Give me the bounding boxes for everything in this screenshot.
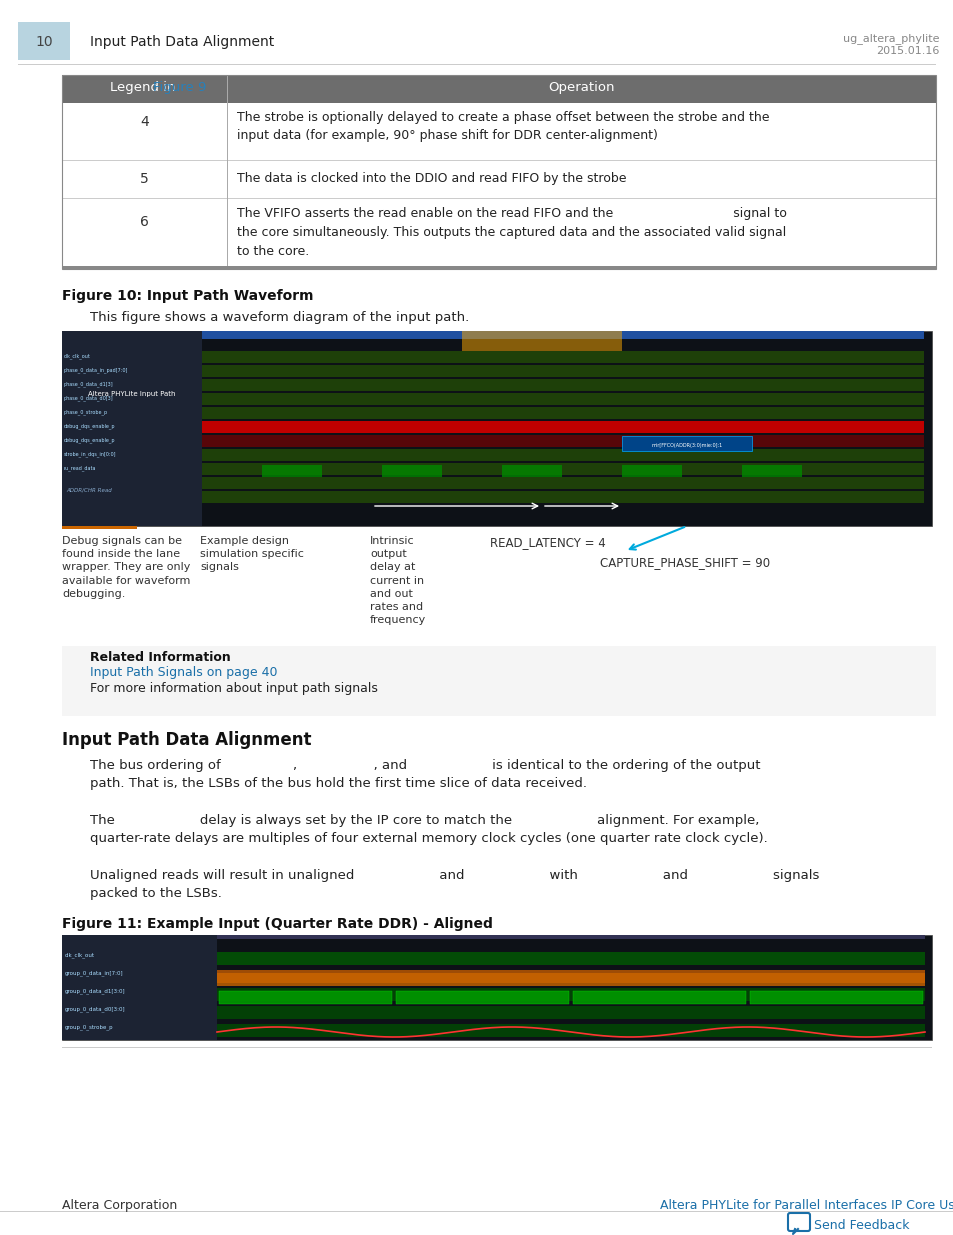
Text: The strobe is optionally delayed to create a phase offset between the strobe and: The strobe is optionally delayed to crea… (236, 111, 769, 142)
Text: For more information about input path signals: For more information about input path si… (90, 682, 377, 695)
Text: 6: 6 (140, 215, 149, 228)
Text: group_0_data_in[7:0]: group_0_data_in[7:0] (65, 969, 124, 976)
Bar (216, 1024, 924, 1037)
Bar (202, 351, 923, 363)
Bar (202, 379, 923, 391)
Text: group_0_data_d0[3:0]: group_0_data_d0[3:0] (65, 1007, 126, 1011)
Bar (501, 466, 561, 477)
Bar (621, 436, 751, 451)
FancyBboxPatch shape (787, 1213, 809, 1231)
Text: Intrinsic
output
delay at
current in
and out
rates and
frequency: Intrinsic output delay at current in and… (370, 536, 426, 625)
Text: Input Path Data Alignment: Input Path Data Alignment (90, 35, 274, 49)
Text: ru_read_data: ru_read_data (64, 466, 96, 471)
Text: group_0_data_d1[3:0]: group_0_data_d1[3:0] (65, 988, 126, 994)
Text: CAPTURE_PHASE_SHIFT = 90: CAPTURE_PHASE_SHIFT = 90 (599, 556, 769, 569)
Text: phase_0_data_d0[3]: phase_0_data_d0[3] (64, 395, 113, 400)
Text: The data is clocked into the DDIO and read FIFO by the strobe: The data is clocked into the DDIO and re… (236, 172, 626, 185)
Bar (395, 990, 568, 1004)
Bar (216, 1007, 924, 1019)
Bar (227, 75, 228, 103)
Bar (381, 466, 441, 477)
Bar (202, 477, 923, 489)
Bar (621, 466, 681, 477)
Bar (62, 646, 935, 716)
Text: Example design
simulation specific
signals: Example design simulation specific signa… (200, 536, 304, 572)
Text: The                    delay is always set by the IP core to match the          : The delay is always set by the IP core t… (90, 814, 767, 845)
Text: ADDR/CHR Read: ADDR/CHR Read (66, 487, 112, 492)
Bar (216, 969, 924, 983)
Bar (202, 331, 923, 338)
Text: Figure 11: Example Input (Quarter Rate DDR) - Aligned: Figure 11: Example Input (Quarter Rate D… (62, 918, 493, 931)
Bar (749, 990, 923, 1004)
Text: 4: 4 (140, 115, 149, 128)
Bar (216, 973, 924, 986)
Text: Unaligned reads will result in unaligned                    and                 : Unaligned reads will result in unaligned… (90, 869, 819, 900)
Text: Altera Corporation: Altera Corporation (62, 1199, 177, 1212)
Text: The VFIFO asserts the read enable on the read FIFO and the                      : The VFIFO asserts the read enable on the… (236, 207, 786, 258)
Bar (202, 408, 923, 419)
Bar (262, 466, 322, 477)
Bar (202, 366, 923, 377)
Bar (202, 421, 923, 433)
Text: The bus ordering of                 ,                  , and                    : The bus ordering of , , and (90, 760, 760, 790)
Bar (62, 103, 935, 161)
Text: 2015.01.16: 2015.01.16 (876, 46, 939, 56)
Bar (216, 952, 924, 965)
Text: Altera PHYLite Input Path: Altera PHYLite Input Path (89, 391, 175, 396)
Text: Figure 9: Figure 9 (152, 82, 206, 94)
Bar (62, 935, 216, 1040)
Bar (62, 437, 202, 485)
Bar (62, 331, 202, 526)
Text: group_0_strobe_p: group_0_strobe_p (65, 1024, 113, 1030)
Bar (62, 75, 935, 103)
Text: strobe_in_dqs_in[0:0]: strobe_in_dqs_in[0:0] (64, 451, 116, 457)
Bar (216, 935, 924, 939)
Bar (62, 266, 935, 269)
Text: Related Information: Related Information (90, 651, 231, 664)
Bar (202, 393, 923, 405)
Bar (202, 463, 923, 475)
Bar (573, 990, 745, 1004)
Text: This figure shows a waveform diagram of the input path.: This figure shows a waveform diagram of … (90, 311, 469, 324)
Text: ug_altera_phylite: ug_altera_phylite (842, 33, 939, 44)
Bar (62, 75, 935, 269)
Text: mir[FFCO(ADDR(3:0)mie:0]:1: mir[FFCO(ADDR(3:0)mie:0]:1 (651, 443, 721, 448)
Bar (741, 466, 801, 477)
Bar (216, 988, 924, 1002)
Bar (202, 450, 923, 461)
Text: Input Path Signals on page 40: Input Path Signals on page 40 (90, 666, 277, 679)
Text: debug_dqs_enable_p: debug_dqs_enable_p (64, 424, 115, 429)
Text: clk_clk_out: clk_clk_out (65, 952, 95, 957)
Text: phase_0_strobe_p: phase_0_strobe_p (64, 409, 108, 415)
Text: Operation: Operation (548, 82, 614, 94)
Text: READ_LATENCY = 4: READ_LATENCY = 4 (490, 536, 605, 550)
Bar (62, 199, 935, 269)
Text: debug_dqs_enable_p: debug_dqs_enable_p (64, 437, 115, 442)
Bar (219, 990, 392, 1004)
Text: Altera PHYLite for Parallel Interfaces IP Core User Guide: Altera PHYLite for Parallel Interfaces I… (659, 1199, 953, 1212)
Text: phase_0_data_d1[3]: phase_0_data_d1[3] (64, 382, 113, 387)
Text: phase_0_data_in_pad[7:0]: phase_0_data_in_pad[7:0] (64, 367, 129, 373)
Bar (202, 435, 923, 447)
Bar (461, 331, 621, 351)
Text: Input Path Data Alignment: Input Path Data Alignment (62, 731, 312, 748)
Text: Debug signals can be
found inside the lane
wrapper. They are only
available for : Debug signals can be found inside the la… (62, 536, 191, 599)
Bar (62, 161, 935, 199)
Bar (62, 331, 931, 526)
Text: Send Feedback: Send Feedback (813, 1219, 908, 1233)
Text: Legend in: Legend in (110, 82, 179, 94)
Bar (62, 526, 137, 529)
Text: 10: 10 (35, 35, 52, 49)
Text: Figure 10: Input Path Waveform: Figure 10: Input Path Waveform (62, 289, 314, 303)
FancyBboxPatch shape (18, 22, 70, 61)
Bar (202, 492, 923, 503)
Text: clk_clk_out: clk_clk_out (64, 353, 91, 358)
Text: 5: 5 (140, 172, 149, 186)
Bar (62, 935, 931, 1040)
Bar (202, 421, 923, 433)
